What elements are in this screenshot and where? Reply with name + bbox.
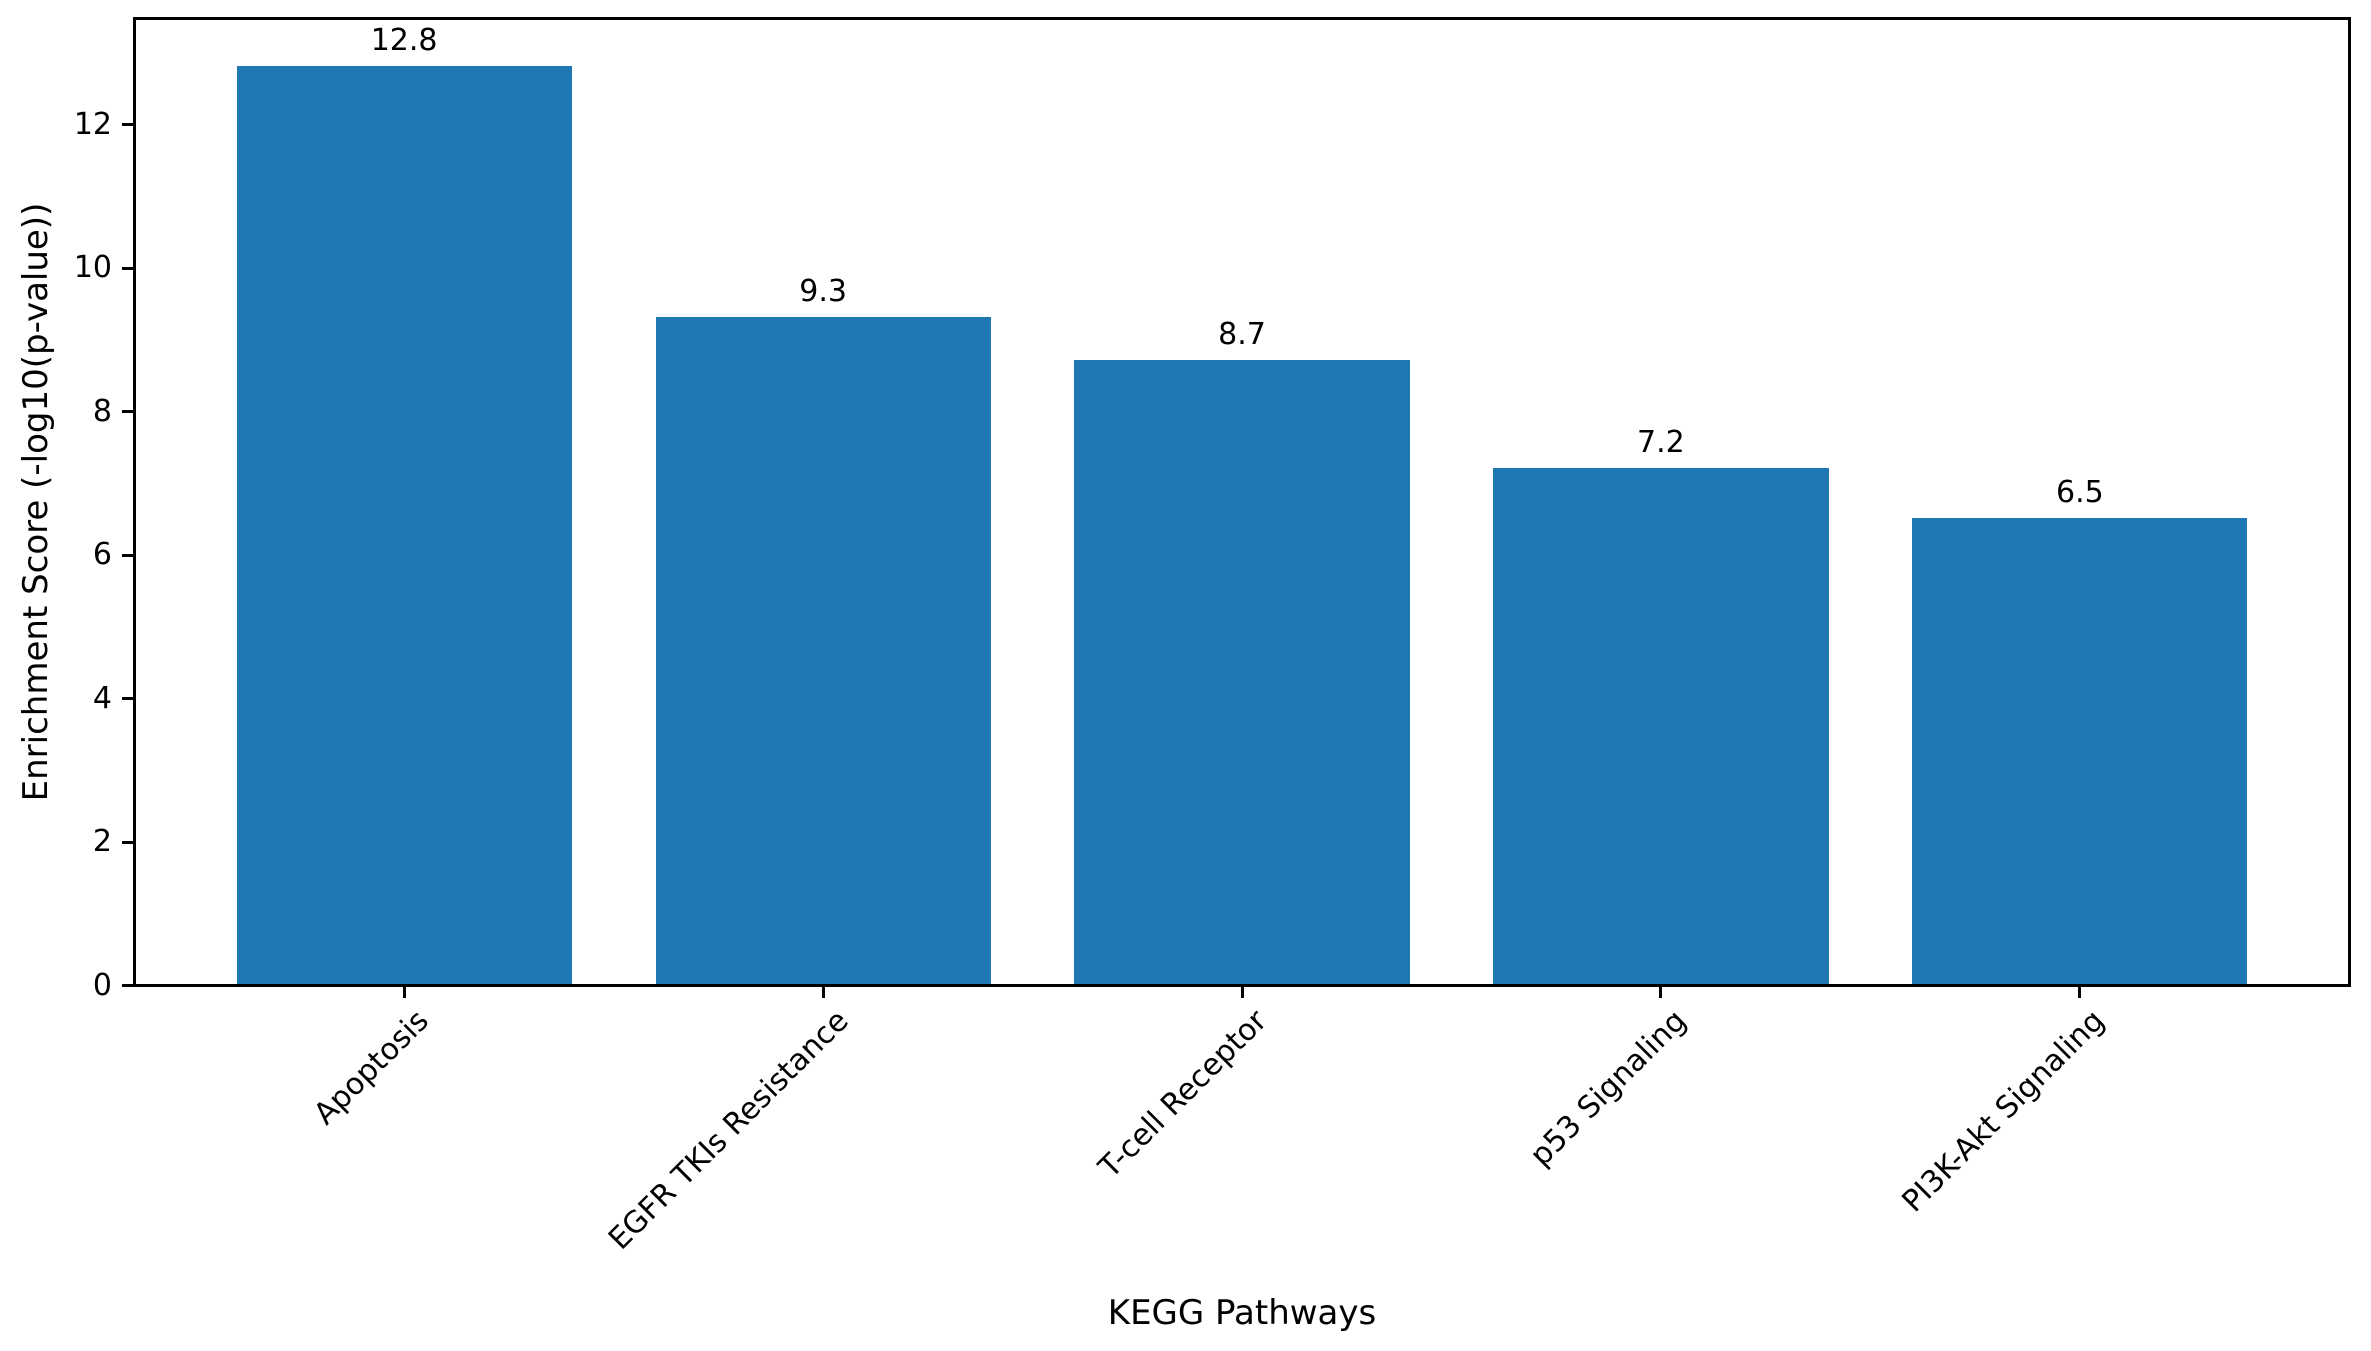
x-tick-label-2: T-cell Receptor	[1092, 1003, 1275, 1185]
y-tick-label-6: 12	[73, 106, 112, 142]
x-tick-label-0: Apoptosis	[307, 1003, 437, 1132]
bar-0	[236, 65, 572, 984]
y-tick-2	[122, 697, 133, 701]
x-axis-title: KEGG Pathways	[1107, 1293, 1377, 1333]
y-tick-label-5: 10	[73, 250, 112, 286]
bar-value-label-3: 7.2	[1637, 424, 1685, 460]
y-tick-0	[122, 984, 133, 987]
x-tick-1	[821, 987, 825, 998]
plot-area	[133, 17, 2351, 987]
y-tick-label-4: 8	[92, 393, 112, 429]
bar-value-label-2: 8.7	[1218, 317, 1266, 352]
x-tick-0	[402, 987, 406, 998]
y-tick-label-2: 4	[92, 680, 112, 716]
y-tick-4	[122, 410, 133, 414]
x-tick-3	[1659, 987, 1663, 998]
x-tick-label-3: p53 Signaling	[1523, 1003, 1693, 1174]
bar-4	[1912, 517, 2248, 984]
bar-2	[1074, 360, 1410, 984]
y-axis-title: Enrichment Score (-log10(p-value))	[16, 202, 56, 802]
y-tick-label-0: 0	[92, 967, 112, 1003]
y-tick-6	[122, 123, 133, 127]
x-tick-2	[1240, 987, 1244, 998]
y-tick-label-3: 6	[92, 537, 112, 573]
x-tick-label-1: EGFR TKIs Resistance	[601, 1003, 856, 1257]
bar-1	[655, 316, 991, 984]
y-tick-1	[122, 840, 133, 844]
x-tick-label-4: PI3K-Akt Signaling	[1895, 1003, 2112, 1220]
x-tick-4	[2078, 987, 2082, 998]
bar-value-label-0: 12.8	[370, 22, 438, 58]
bar-value-label-4: 6.5	[2056, 474, 2104, 510]
y-tick-label-1: 2	[92, 824, 112, 859]
y-tick-3	[122, 553, 133, 557]
bar-3	[1493, 467, 1829, 984]
bar-value-label-1: 9.3	[799, 273, 847, 309]
y-tick-5	[122, 266, 133, 270]
